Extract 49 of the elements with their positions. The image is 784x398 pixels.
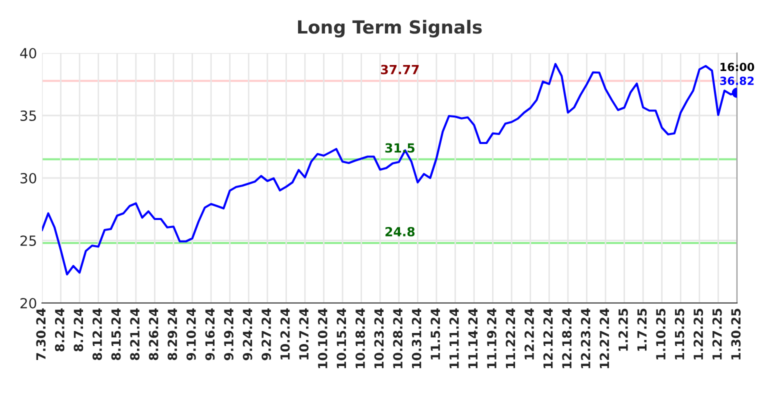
y-tick-label: 25 — [20, 235, 36, 246]
y-tick-label: 35 — [20, 110, 36, 121]
ref-line-label: 37.77 — [380, 64, 419, 74]
x-tick-label: 7.30.24 — [36, 308, 46, 360]
x-tick-label: 11.11.24 — [449, 308, 459, 368]
y-tick-label: 30 — [20, 172, 36, 184]
y-tick-label: 20 — [20, 298, 36, 308]
x-tick-label: 1.7.25 — [637, 308, 647, 351]
x-tick-label: 8.12.24 — [92, 308, 102, 360]
chart-title: Long Term Signals — [298, 20, 482, 38]
x-tick-label: 1.27.25 — [712, 308, 722, 360]
x-tick-label: 12.2.24 — [524, 308, 534, 360]
x-tick-label: 12.12.24 — [543, 308, 553, 368]
x-tick-label: 8.29.24 — [168, 308, 178, 360]
x-tick-label: 10.18.24 — [355, 308, 365, 368]
x-tick-label: 8.2.24 — [54, 308, 64, 352]
annotation: 16:00 — [720, 62, 754, 72]
x-tick-label: 12.23.24 — [580, 308, 590, 368]
x-tick-label: 9.10.24 — [186, 308, 196, 360]
x-tick-label: 9.24.24 — [242, 308, 252, 360]
y-tick-label: 40 — [20, 48, 36, 58]
x-tick-label: 10.10.24 — [318, 308, 328, 368]
x-tick-label: 9.19.24 — [224, 308, 234, 360]
ref-line-label: 31.5 — [385, 143, 414, 153]
x-tick-label: 9.16.24 — [205, 308, 215, 360]
annotation: 36.82 — [720, 76, 754, 86]
x-tick-label: 9.27.24 — [262, 308, 272, 360]
x-tick-label: 10.15.24 — [336, 308, 346, 368]
x-tick-label: 1.22.25 — [694, 308, 704, 360]
x-tick-label: 8.26.24 — [148, 308, 158, 360]
x-tick-label: 8.7.24 — [74, 308, 84, 352]
x-tick-label: 11.19.24 — [486, 308, 496, 368]
x-tick-label: 10.23.24 — [374, 308, 384, 368]
x-tick-label: 1.2.25 — [618, 308, 628, 351]
x-tick-label: 1.10.25 — [656, 308, 666, 360]
x-tick-label: 11.22.24 — [506, 308, 516, 368]
x-tick-label: 1.30.25 — [731, 308, 741, 360]
x-tick-label: 10.2.24 — [280, 308, 290, 360]
x-tick-label: 10.7.24 — [299, 308, 309, 360]
x-tick-label: 11.14.24 — [468, 308, 478, 368]
x-tick-label: 1.15.25 — [674, 308, 684, 360]
x-tick-label: 8.15.24 — [111, 308, 121, 360]
x-tick-label: 10.31.24 — [412, 308, 422, 368]
x-tick-label: 12.18.24 — [562, 308, 572, 368]
x-tick-label: 11.5.24 — [430, 308, 440, 360]
x-tick-label: 12.27.24 — [600, 308, 609, 368]
x-tick-label: 8.21.24 — [130, 308, 140, 360]
x-tick-label: 10.28.24 — [393, 308, 403, 368]
ref-line-label: 24.8 — [385, 226, 415, 236]
